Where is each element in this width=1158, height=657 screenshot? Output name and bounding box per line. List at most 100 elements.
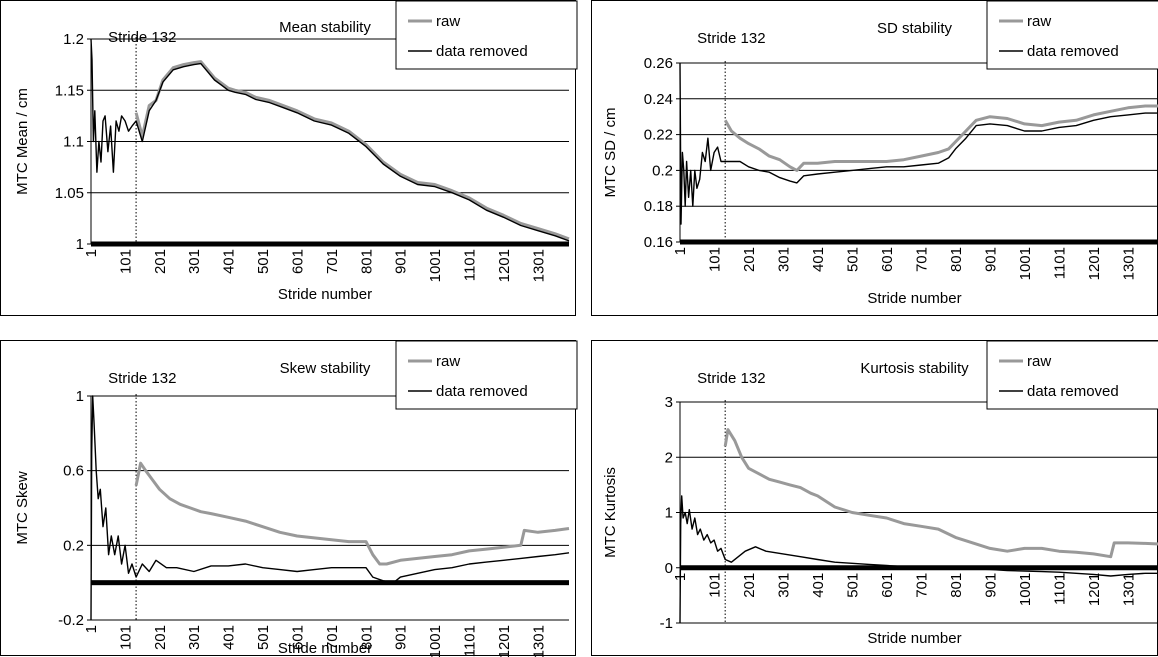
x-axis-label: Stride number bbox=[867, 630, 961, 647]
x-axis-label: Stride number bbox=[867, 290, 961, 307]
x-tick-label-5: 501 bbox=[844, 573, 861, 598]
x-tick-label-1: 101 bbox=[706, 573, 723, 598]
y-tick-label-3: 1 bbox=[76, 388, 84, 405]
x-tick-label-11: 1101 bbox=[462, 249, 479, 281]
x-axis-label: Stride number bbox=[278, 640, 372, 657]
stride-annotation: Stride 132 bbox=[697, 370, 765, 387]
legend-label-data-removed: data removed bbox=[436, 383, 528, 400]
chart-title: Mean stability bbox=[279, 19, 371, 36]
stride-annotation: Stride 132 bbox=[697, 30, 765, 47]
x-tick-label-6: 601 bbox=[289, 249, 306, 274]
series-data-removed bbox=[91, 396, 569, 620]
x-tick-label-0: 1 bbox=[83, 249, 100, 257]
x-tick-label-2: 201 bbox=[152, 625, 169, 650]
x-tick-label-0: 1 bbox=[672, 247, 689, 255]
series-line-raw bbox=[136, 62, 569, 239]
y-tick-label-5: 0.26 bbox=[644, 55, 673, 72]
x-tick-label-9: 901 bbox=[982, 247, 999, 272]
legend-label-raw: raw bbox=[1027, 353, 1051, 370]
y-tick-label-2: 0.6 bbox=[63, 463, 84, 480]
y-tick-label-0: -0.2 bbox=[58, 612, 84, 629]
x-tick-label-7: 701 bbox=[324, 249, 341, 274]
x-tick-label-12: 1201 bbox=[1086, 247, 1103, 280]
y-tick-label-2: 1.1 bbox=[63, 134, 84, 151]
y-tick-label-1: 1.05 bbox=[55, 185, 84, 202]
series-line-raw bbox=[725, 430, 1158, 557]
x-tick-label-6: 601 bbox=[879, 247, 896, 272]
chart-title: Kurtosis stability bbox=[860, 360, 969, 377]
legend-label-data-removed: data removed bbox=[1027, 43, 1119, 60]
series-raw bbox=[136, 463, 569, 564]
x-tick-label-10: 1001 bbox=[1017, 573, 1034, 606]
x-tick-label-11: 1101 bbox=[1051, 573, 1068, 605]
x-tick-label-6: 601 bbox=[879, 573, 896, 598]
x-tick-label-13: 1301 bbox=[1120, 573, 1137, 606]
x-tick-label-2: 201 bbox=[741, 247, 758, 272]
y-tick-label-4: 1.2 bbox=[63, 31, 84, 48]
x-tick-label-10: 1001 bbox=[427, 249, 444, 282]
x-tick-label-11: 1101 bbox=[462, 625, 479, 657]
chart-title: Skew stability bbox=[280, 360, 371, 377]
y-tick-label-1: 0.2 bbox=[63, 537, 84, 554]
x-tick-label-3: 301 bbox=[775, 573, 792, 598]
x-tick-label-10: 1001 bbox=[1017, 247, 1034, 280]
legend-label-raw: raw bbox=[1027, 13, 1051, 30]
x-tick-label-9: 901 bbox=[982, 573, 999, 598]
x-tick-label-10: 1001 bbox=[427, 625, 444, 657]
legend-label-raw: raw bbox=[436, 13, 460, 30]
x-tick-label-3: 301 bbox=[186, 249, 203, 274]
x-tick-label-3: 301 bbox=[186, 625, 203, 650]
y-tick-label-1: 0.18 bbox=[644, 198, 673, 215]
x-tick-label-8: 801 bbox=[358, 249, 375, 274]
y-axis-label: MTC Skew bbox=[14, 471, 31, 545]
y-tick-label-0: -1 bbox=[660, 615, 673, 632]
x-tick-label-4: 401 bbox=[221, 625, 238, 650]
x-tick-label-4: 401 bbox=[221, 249, 238, 274]
x-tick-label-1: 101 bbox=[117, 249, 134, 274]
x-tick-label-4: 401 bbox=[810, 573, 827, 598]
x-tick-label-11: 1101 bbox=[1051, 247, 1068, 279]
x-axis-label: Stride number bbox=[278, 286, 372, 303]
y-axis-label: MTC Kurtosis bbox=[602, 467, 619, 558]
x-tick-label-9: 901 bbox=[393, 249, 410, 274]
x-tick-label-12: 1201 bbox=[1086, 573, 1103, 606]
x-tick-label-5: 501 bbox=[844, 247, 861, 272]
x-tick-label-1: 101 bbox=[117, 625, 134, 650]
x-tick-label-1: 101 bbox=[706, 247, 723, 272]
x-tick-label-7: 701 bbox=[913, 573, 930, 598]
x-tick-label-5: 501 bbox=[255, 625, 272, 650]
y-tick-label-3: 0.22 bbox=[644, 127, 673, 144]
y-tick-label-3: 2 bbox=[665, 449, 673, 466]
legend: raw data removed bbox=[396, 341, 577, 409]
x-tick-label-9: 901 bbox=[393, 625, 410, 650]
x-axis-baseline bbox=[91, 242, 569, 247]
legend-label-data-removed: data removed bbox=[1027, 383, 1119, 400]
x-tick-label-12: 1201 bbox=[496, 249, 513, 282]
y-tick-label-2: 1 bbox=[665, 505, 673, 522]
stride-annotation: Stride 132 bbox=[108, 29, 176, 46]
legend: raw data removed bbox=[987, 341, 1158, 409]
y-axis-label: MTC Mean / cm bbox=[14, 88, 31, 195]
x-tick-label-7: 701 bbox=[913, 247, 930, 272]
x-tick-label-8: 801 bbox=[948, 573, 965, 598]
x-tick-label-5: 501 bbox=[255, 249, 272, 274]
x-tick-label-13: 1301 bbox=[1120, 247, 1137, 280]
series-line-raw bbox=[136, 463, 569, 564]
y-tick-label-2: 0.2 bbox=[652, 162, 673, 179]
y-tick-label-0: 0.16 bbox=[644, 234, 673, 251]
y-tick-label-3: 1.15 bbox=[55, 82, 84, 99]
x-tick-label-3: 301 bbox=[775, 247, 792, 272]
x-tick-label-12: 1201 bbox=[496, 625, 513, 657]
legend-label-raw: raw bbox=[436, 353, 460, 370]
x-tick-label-2: 201 bbox=[152, 249, 169, 274]
legend: raw data removed bbox=[987, 1, 1158, 69]
